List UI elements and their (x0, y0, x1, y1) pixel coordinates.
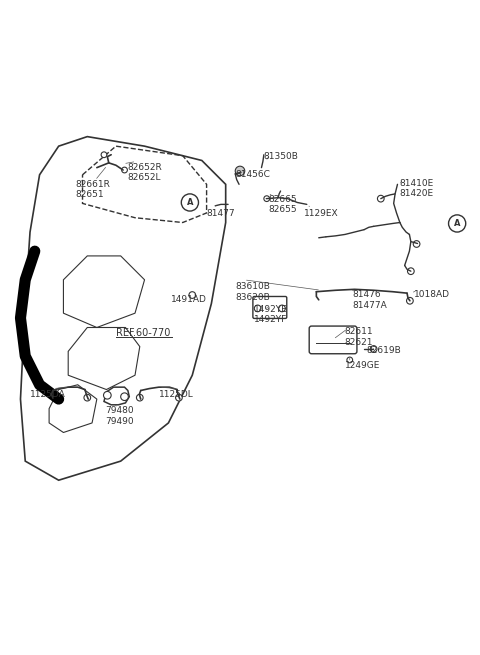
Circle shape (408, 268, 414, 274)
Circle shape (264, 196, 270, 202)
Text: 1125DA: 1125DA (30, 390, 66, 400)
Text: 1018AD: 1018AD (414, 290, 450, 299)
Text: 81350B: 81350B (264, 152, 299, 161)
Text: 83610B
83620B: 83610B 83620B (235, 282, 270, 301)
Text: 82619B: 82619B (366, 346, 401, 354)
Circle shape (235, 166, 245, 176)
Text: 82661R
82651: 82661R 82651 (75, 179, 110, 199)
Text: 81456C: 81456C (235, 170, 270, 179)
Circle shape (377, 195, 384, 202)
Text: REF.60-770: REF.60-770 (116, 328, 170, 339)
Text: 81476
81477A: 81476 81477A (352, 290, 387, 310)
Text: 1491AD: 1491AD (171, 295, 207, 304)
Circle shape (49, 391, 56, 398)
Circle shape (370, 346, 377, 352)
Text: 1249GE: 1249GE (345, 361, 380, 370)
Circle shape (407, 297, 413, 304)
Text: 1492YE
1492YF: 1492YE 1492YF (254, 305, 288, 324)
Circle shape (121, 167, 127, 173)
Circle shape (104, 392, 111, 399)
Circle shape (413, 240, 420, 248)
Circle shape (254, 305, 261, 312)
Circle shape (347, 357, 353, 363)
Circle shape (279, 305, 285, 312)
Text: 1129EX: 1129EX (304, 209, 339, 218)
Text: A: A (454, 219, 460, 228)
Circle shape (84, 394, 91, 401)
Text: 82611
82621: 82611 82621 (344, 328, 372, 347)
Text: 82652R
82652L: 82652R 82652L (128, 163, 163, 182)
Text: 81410E
81420E: 81410E 81420E (400, 179, 434, 198)
Circle shape (136, 394, 143, 401)
Text: A: A (187, 198, 193, 207)
Circle shape (101, 152, 107, 158)
Text: 82665
82655: 82665 82655 (269, 195, 297, 214)
Circle shape (120, 393, 128, 400)
Text: 81477: 81477 (206, 209, 235, 218)
Text: 79480
79490: 79480 79490 (106, 406, 134, 426)
Circle shape (176, 394, 182, 401)
Circle shape (189, 291, 196, 299)
Text: 1125DL: 1125DL (159, 390, 193, 400)
